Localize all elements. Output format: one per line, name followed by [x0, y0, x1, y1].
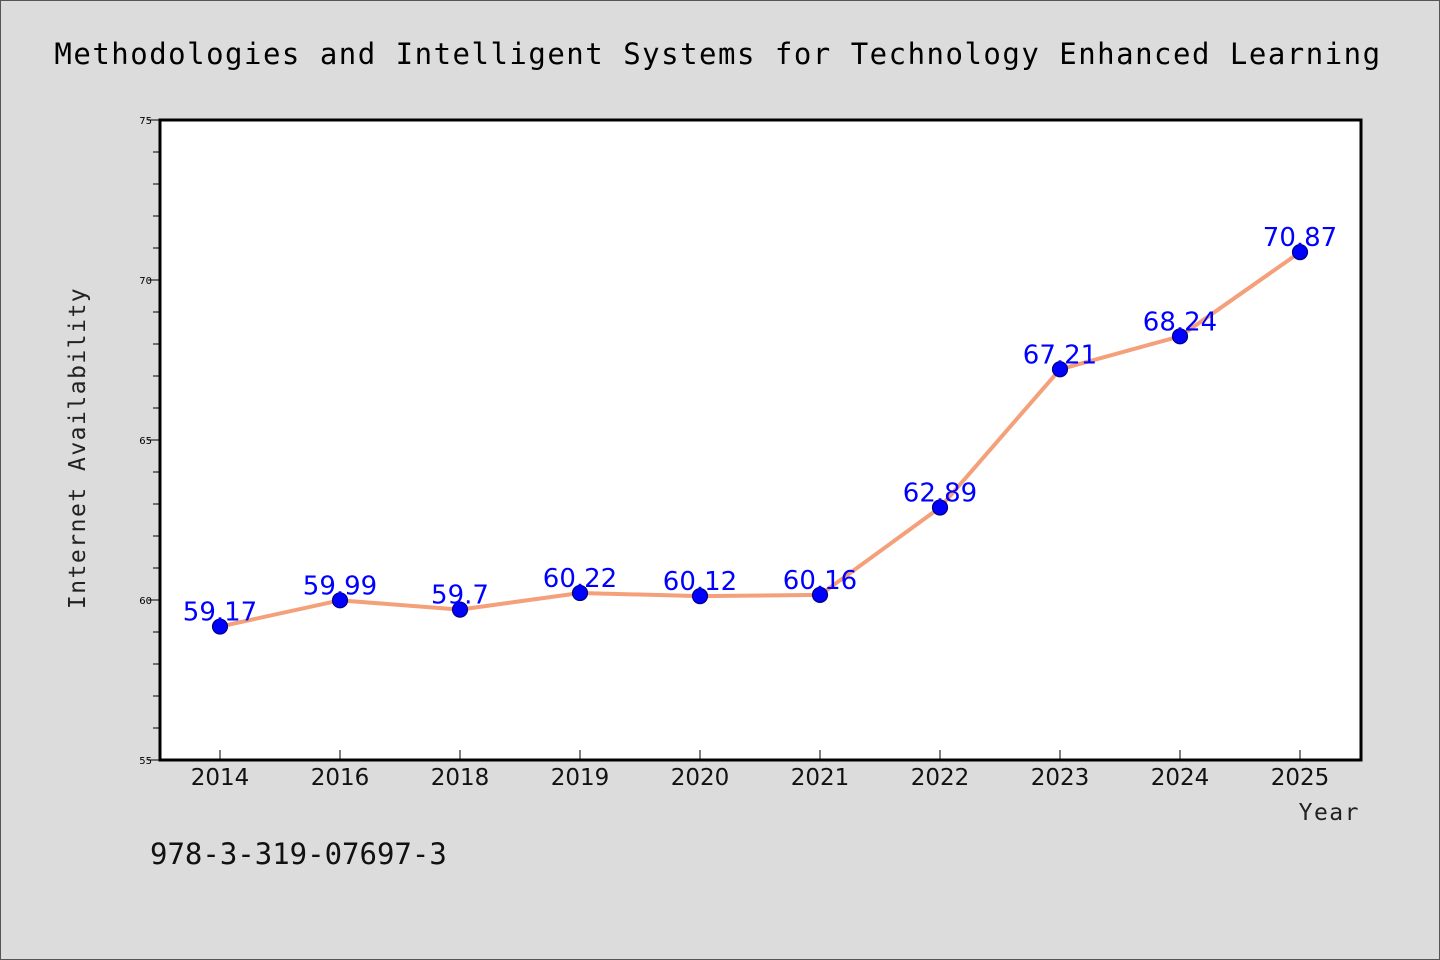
series-line	[218, 250, 1302, 629]
x-tick-label: 2018	[431, 765, 490, 791]
x-tick-label: 2023	[1031, 765, 1090, 791]
x-tick-label: 2022	[911, 765, 970, 791]
data-point	[931, 499, 949, 516]
data-point	[211, 618, 229, 635]
x-tick-label: 2024	[1151, 765, 1210, 791]
data-point	[451, 601, 469, 618]
data-marker-layer	[211, 244, 1309, 635]
y-tick-label: 70	[139, 276, 152, 287]
y-tick-label: 65	[139, 436, 152, 447]
y-axis-label: Internet Availability	[65, 287, 91, 609]
data-label: 60.16	[783, 566, 857, 596]
x-tick-label: 2021	[791, 765, 850, 791]
data-label: 70.87	[1263, 223, 1337, 253]
y-axis-ticks: 55 60 65 70 75	[139, 116, 160, 767]
data-point	[571, 584, 589, 602]
data-label: 67.21	[1023, 340, 1097, 370]
data-label: 59.7	[431, 581, 489, 611]
series-line-layer	[218, 250, 1302, 629]
data-point	[1171, 328, 1189, 345]
data-point	[1051, 361, 1069, 378]
data-label: 68.24	[1143, 307, 1217, 337]
data-point	[811, 586, 829, 603]
data-label: 60.22	[543, 564, 617, 594]
x-tick-label: 2016	[311, 765, 370, 791]
x-tick-label: 2019	[551, 765, 610, 791]
data-label-layer: 59.17 59.99 59.7 60.22 60.12 60.16 62.89 67.21 6…	[183, 223, 1337, 627]
x-tick-label: 2025	[1271, 765, 1330, 791]
data-point	[331, 592, 349, 609]
y-tick-label: 60	[139, 596, 152, 607]
x-axis-ticks: 2014 2016 2018 2019 2020 2021 2022 2023 2024 2025	[191, 750, 1330, 791]
x-axis-label: Year	[1299, 800, 1360, 826]
data-point	[1291, 244, 1309, 261]
data-label: 60.12	[663, 567, 737, 597]
y-tick-label: 55	[139, 756, 152, 767]
chart-title: Methodologies and Intelligent Systems fo…	[54, 37, 1381, 71]
isbn-footnote: 978-3-319-07697-3	[150, 837, 447, 871]
data-point	[691, 588, 709, 605]
data-label: 59.99	[303, 571, 377, 601]
plot-area	[158, 118, 1363, 762]
data-label: 62.89	[903, 479, 977, 509]
x-tick-label: 2020	[671, 765, 730, 791]
x-tick-label: 2014	[191, 765, 250, 791]
y-tick-label: 75	[139, 116, 152, 127]
data-label: 59.17	[183, 598, 257, 628]
